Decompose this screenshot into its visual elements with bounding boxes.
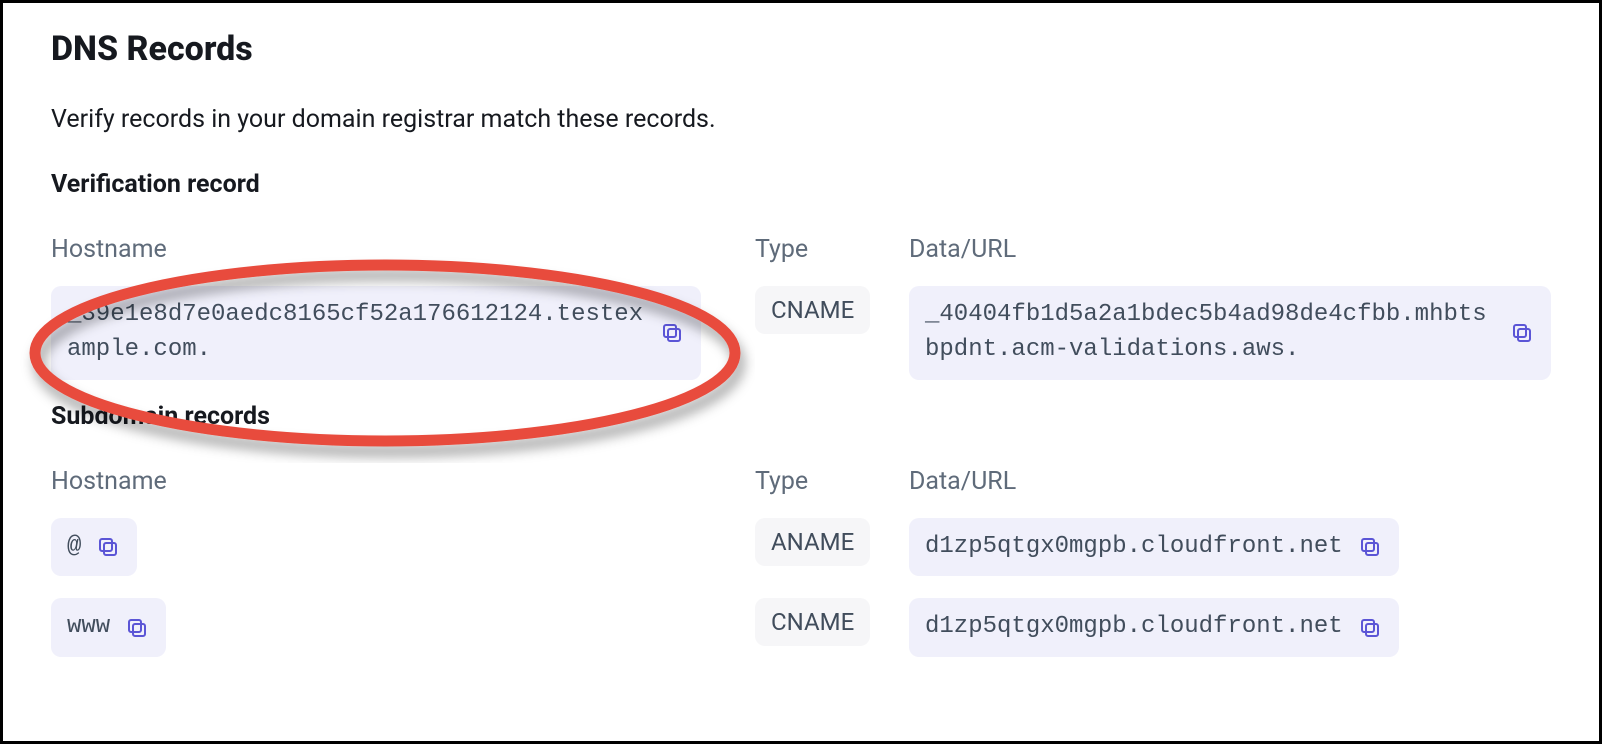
col-label-type: Type <box>755 467 885 496</box>
subdomain-hostname-chip: @ <box>51 518 137 577</box>
copy-icon[interactable] <box>1357 534 1383 560</box>
subdomain-hostname-value: www <box>67 610 110 645</box>
subdomain-data-chip: d1zp5qtgx0mgpb.cloudfront.net <box>909 598 1399 657</box>
verification-header-row: Hostname Type Data/URL <box>51 235 1551 264</box>
verification-data-value: _40404fb1d5a2a1bdec5b4ad98de4cfbb.mhbtsb… <box>925 298 1495 368</box>
copy-icon[interactable] <box>95 534 121 560</box>
subdomain-heading: Subdomain records <box>51 402 1551 431</box>
subdomain-header-row: Hostname Type Data/URL <box>51 467 1551 496</box>
verification-hostname-chip: _39e1e8d7e0aedc8165cf52a176612124.testex… <box>51 286 701 380</box>
copy-icon[interactable] <box>1357 615 1383 641</box>
subdomain-type-value: CNAME <box>771 608 854 636</box>
copy-icon[interactable] <box>659 320 685 346</box>
verification-row: _39e1e8d7e0aedc8165cf52a176612124.testex… <box>51 286 1551 380</box>
page-description: Verify records in your domain registrar … <box>51 105 1551 134</box>
subdomain-type-value: ANAME <box>771 528 854 556</box>
col-label-hostname: Hostname <box>51 467 731 496</box>
verification-type-chip: CNAME <box>755 286 870 334</box>
subdomain-hostname-chip: www <box>51 598 166 657</box>
col-label-data: Data/URL <box>909 235 1551 264</box>
col-label-type: Type <box>755 235 885 264</box>
subdomain-hostname-value: @ <box>67 530 81 565</box>
subdomain-data-chip: d1zp5qtgx0mgpb.cloudfront.net <box>909 518 1399 577</box>
page-title: DNS Records <box>51 29 1551 69</box>
subdomain-data-value: d1zp5qtgx0mgpb.cloudfront.net <box>925 530 1343 565</box>
verification-heading: Verification record <box>51 170 1551 199</box>
copy-icon[interactable] <box>1509 320 1535 346</box>
dns-records-panel: DNS Records Verify records in your domai… <box>0 0 1602 744</box>
subdomain-type-chip: CNAME <box>755 598 870 646</box>
verification-type-value: CNAME <box>771 296 854 324</box>
subdomain-row: www CNAME d1zp5qtgx0mgpb.cloudfront.net <box>51 598 1551 657</box>
col-label-hostname: Hostname <box>51 235 731 264</box>
subdomain-row: @ ANAME d1zp5qtgx0mgpb.cloudfront.net <box>51 518 1551 577</box>
subdomain-type-chip: ANAME <box>755 518 870 566</box>
col-label-data: Data/URL <box>909 467 1551 496</box>
verification-data-chip: _40404fb1d5a2a1bdec5b4ad98de4cfbb.mhbtsb… <box>909 286 1551 380</box>
subdomain-data-value: d1zp5qtgx0mgpb.cloudfront.net <box>925 610 1343 645</box>
copy-icon[interactable] <box>124 615 150 641</box>
verification-hostname-value: _39e1e8d7e0aedc8165cf52a176612124.testex… <box>67 298 645 368</box>
